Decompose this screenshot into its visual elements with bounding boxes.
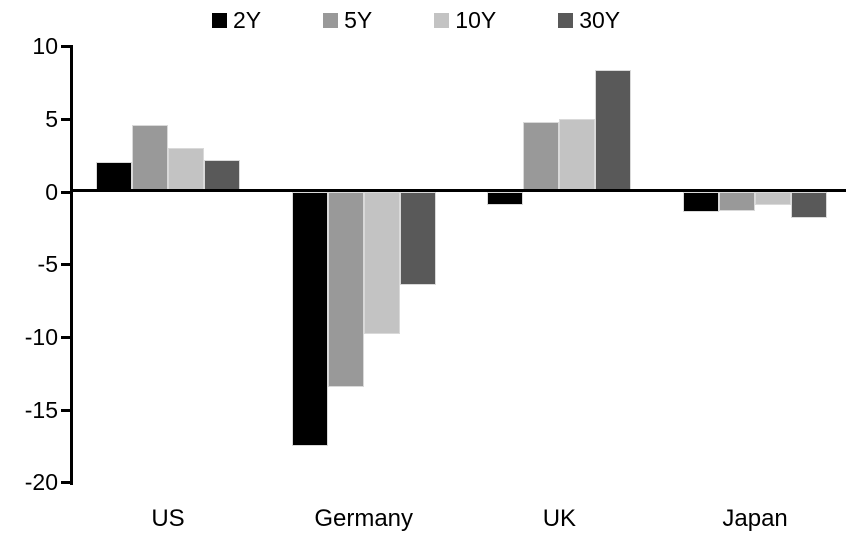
bar-uk-2y — [487, 192, 524, 206]
bar-japan-5y — [719, 192, 756, 211]
bar-japan-2y — [683, 192, 720, 213]
bar-uk-30y — [595, 69, 632, 193]
legend-item-30y: 30Y — [558, 9, 620, 32]
x-category-label-japan: Japan — [722, 505, 788, 532]
chart-legend: 2Y 5Y 10Y 30Y — [212, 9, 620, 32]
y-tick-mark — [61, 408, 71, 412]
bar-germany-5y — [327, 192, 364, 387]
y-tick-mark — [61, 481, 71, 485]
y-tick-mark — [61, 263, 71, 267]
y-tick-label: -15 — [24, 396, 58, 423]
legend-item-2y: 2Y — [212, 9, 261, 32]
legend-label-10y: 10Y — [455, 7, 497, 33]
bar-germany-10y — [363, 192, 400, 335]
y-tick-mark — [61, 335, 71, 339]
bar-us-10y — [168, 148, 204, 193]
x-category-label-uk: UK — [542, 505, 577, 532]
zero-baseline — [70, 189, 846, 192]
legend-label-5y: 5Y — [344, 7, 373, 33]
bar-japan-10y — [755, 192, 792, 206]
bar-uk-5y — [523, 122, 560, 193]
bar-germany-2y — [291, 192, 328, 447]
y-tick-label: -10 — [24, 323, 58, 350]
y-tick-label: -20 — [24, 469, 58, 496]
y-axis-line — [70, 45, 73, 485]
bar-germany-30y — [399, 192, 436, 286]
y-tick-label: -5 — [37, 251, 58, 278]
legend-item-5y: 5Y — [323, 9, 372, 32]
y-tick-label: 5 — [45, 105, 58, 132]
y-tick-mark — [61, 45, 71, 49]
bar-us-30y — [204, 160, 240, 193]
legend-label-30y: 30Y — [579, 7, 621, 33]
bar-us-2y — [96, 161, 132, 193]
legend-swatch-icon-2y — [212, 13, 227, 28]
x-category-label-us: US — [151, 505, 185, 532]
bar-us-5y — [132, 125, 168, 193]
y-tick-mark — [61, 190, 71, 194]
legend-label-2y: 2Y — [233, 7, 262, 33]
legend-item-10y: 10Y — [434, 9, 496, 32]
y-tick-mark — [61, 117, 71, 121]
bar-uk-10y — [559, 119, 596, 193]
bar-japan-30y — [791, 192, 828, 219]
x-category-label-germany: Germany — [314, 505, 414, 532]
y-tick-label: 10 — [32, 33, 58, 60]
legend-swatch-icon-5y — [323, 13, 339, 28]
legend-swatch-icon-30y — [558, 13, 574, 28]
y-tick-label: 0 — [45, 178, 58, 205]
legend-swatch-icon-10y — [434, 13, 450, 28]
